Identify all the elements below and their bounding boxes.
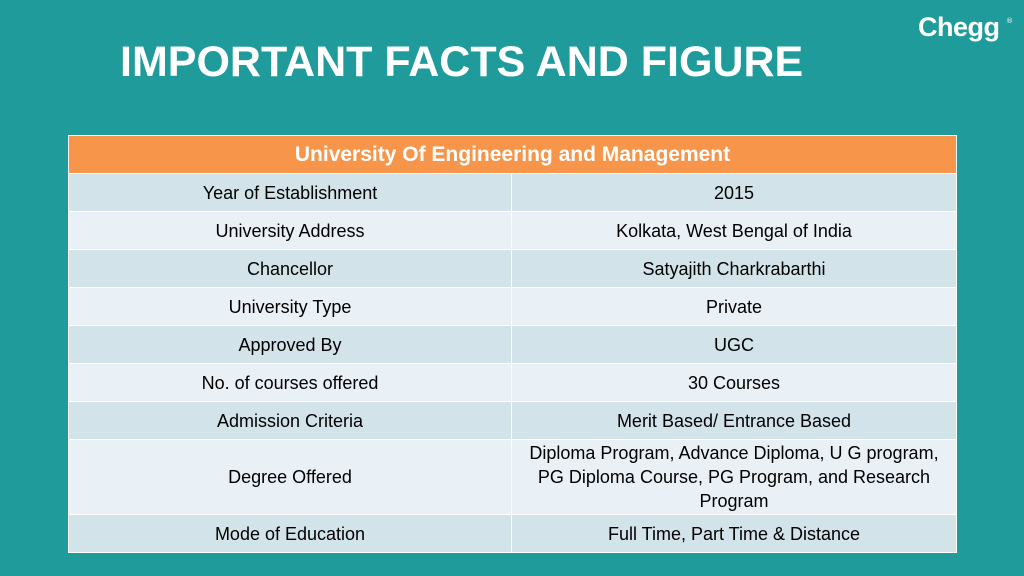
row-value: Satyajith Charkrabarthi	[511, 249, 957, 288]
row-label: Approved By	[68, 325, 512, 364]
table-header: University Of Engineering and Management	[68, 135, 957, 174]
table-row: Mode of Education Full Time, Part Time &…	[68, 514, 957, 553]
row-value: Private	[511, 287, 957, 326]
row-label: No. of courses offered	[68, 363, 512, 402]
row-value: Merit Based/ Entrance Based	[511, 401, 957, 440]
chegg-logo: Chegg	[918, 12, 1000, 42]
table-row: Degree Offered Diploma Program, Advance …	[68, 439, 957, 515]
table-row: Approved By UGC	[68, 325, 957, 364]
row-label: Admission Criteria	[68, 401, 512, 440]
registered-mark-icon: ®	[1006, 17, 1013, 25]
row-value: Full Time, Part Time & Distance	[511, 514, 957, 553]
row-label: Mode of Education	[68, 514, 512, 553]
table-row: No. of courses offered 30 Courses	[68, 363, 957, 402]
table-row: Admission Criteria Merit Based/ Entrance…	[68, 401, 957, 440]
slide-title: IMPORTANT FACTS AND FIGURE	[120, 38, 804, 86]
table-row: University Type Private	[68, 287, 957, 326]
row-label: Degree Offered	[68, 439, 512, 515]
facts-table: University Of Engineering and Management…	[68, 135, 957, 553]
table-row: Chancellor Satyajith Charkrabarthi	[68, 249, 957, 288]
row-value: UGC	[511, 325, 957, 364]
row-label: University Type	[68, 287, 512, 326]
row-value: 30 Courses	[511, 363, 957, 402]
row-label: Chancellor	[68, 249, 512, 288]
table-header-row: University Of Engineering and Management	[68, 135, 957, 174]
row-label: University Address	[68, 211, 512, 250]
row-value: Kolkata, West Bengal of India	[511, 211, 957, 250]
row-label: Year of Establishment	[68, 173, 512, 212]
table-row: Year of Establishment 2015	[68, 173, 957, 212]
row-value: Diploma Program, Advance Diploma, U G pr…	[511, 439, 957, 515]
row-value: 2015	[511, 173, 957, 212]
table-row: University Address Kolkata, West Bengal …	[68, 211, 957, 250]
